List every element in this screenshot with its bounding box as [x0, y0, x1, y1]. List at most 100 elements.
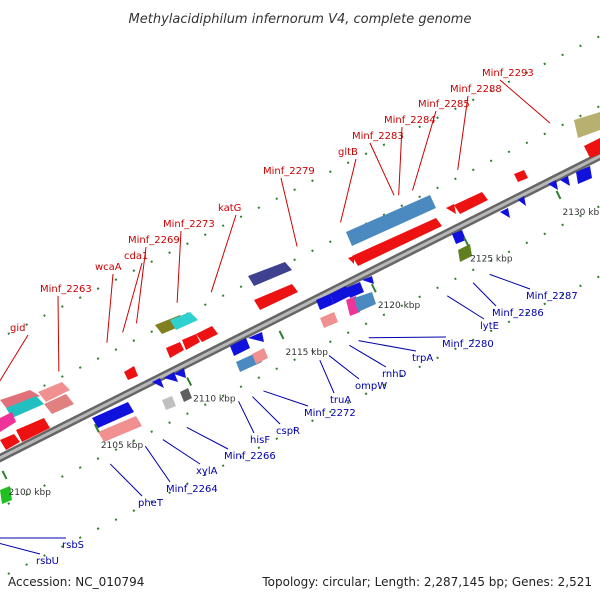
- top-gene-label: gltB: [338, 147, 358, 223]
- top-gene-label-text: wcaA: [95, 262, 122, 273]
- gene-block: [164, 372, 178, 382]
- top-gene-label-text: katG: [218, 203, 241, 214]
- bottom-gene-label-text: rnhD: [382, 369, 407, 380]
- bottom-gene-label: rsbU: [0, 542, 59, 567]
- top-gene-label-text: Minf_2273: [163, 219, 215, 230]
- scale-tick: 2110 kbp: [186, 377, 236, 405]
- gene-block: [452, 230, 466, 244]
- bottom-gene-label-text: lytE: [480, 321, 499, 332]
- top-gene-label: gid: [0, 323, 29, 382]
- top-gene-label-text: Minf_2288: [450, 84, 502, 95]
- gene-block: [354, 292, 376, 312]
- bottom-gene-label-text: pheT: [138, 498, 164, 509]
- gene-block: [0, 486, 12, 504]
- scale-ticks: 2100 kbp 2105 kbp 2110 kbp 2115 kbp 2120 kbp…: [1, 190, 600, 498]
- scale-tick: 2125 kbp: [463, 237, 513, 265]
- gene-block: [254, 284, 298, 310]
- top-gene-label: Minf_2283: [352, 131, 404, 196]
- bottom-gene-label: Minf_2272: [263, 390, 356, 419]
- top-gene-label: Minf_2284: [384, 115, 436, 196]
- gene-block: [514, 170, 528, 182]
- gene-block: [576, 166, 592, 184]
- bottom-gene-label: truA: [319, 360, 351, 406]
- scale-tick: 2105 kbp: [93, 423, 144, 451]
- bottom-gene-label: lytE: [446, 295, 499, 332]
- top-gene-label: Minf_2279: [263, 166, 315, 247]
- gene-block: [170, 312, 198, 330]
- top-gene-label-text: Minf_2284: [384, 115, 436, 126]
- bottom-gene-label: rnhD: [349, 344, 407, 380]
- bottom-gene-label: trpA: [358, 340, 433, 364]
- bottom-gene-label-text: Minf_2287: [526, 291, 578, 302]
- gene-block: [500, 208, 510, 218]
- scale-tick: 2120 kbp: [370, 283, 421, 311]
- bottom-gene-label: hisF: [238, 401, 270, 446]
- bottom-gene-label: cspR: [252, 396, 300, 437]
- top-gene-label: Minf_2263: [40, 284, 92, 372]
- gene-block: [38, 382, 70, 402]
- top-gene-label: Minf_2293: [482, 68, 551, 124]
- gene-block: [162, 396, 176, 410]
- gene-block: [16, 418, 50, 442]
- gene-block: [0, 390, 40, 410]
- gene-block: [248, 332, 264, 342]
- scale-tick-label: 2125 kbp: [470, 255, 513, 265]
- bottom-gene-label: Minf_2286: [472, 282, 544, 319]
- bottom-gene-label-text: cspR: [276, 426, 300, 437]
- gene-block: [152, 378, 164, 388]
- bottom-gene-label-text: Minf_2266: [224, 451, 276, 462]
- scale-tick: 2130 kbp: [555, 190, 600, 218]
- gene-block: [454, 192, 488, 214]
- gene-block: [446, 204, 456, 214]
- top-gene-label: wcaA: [95, 262, 122, 343]
- scale-tick: 2100 kbp: [1, 470, 52, 498]
- genome-summary: Topology: circular; Length: 2,287,145 bp…: [261, 575, 592, 589]
- gene-block: [182, 334, 200, 350]
- top-gene-label-text: gid: [10, 323, 25, 334]
- gene-block: [518, 196, 526, 206]
- top-gene-label-text: Minf_2293: [482, 68, 534, 79]
- gene-block: [316, 294, 334, 310]
- gene-block: [252, 348, 268, 364]
- top-gene-label: Minf_2285: [412, 99, 470, 191]
- bottom-gene-label: xylA: [162, 439, 218, 477]
- gene-block: [6, 396, 44, 418]
- scale-tick-label: 2100 kbp: [9, 488, 52, 498]
- top-gene-label: Minf_2269: [128, 235, 180, 324]
- scale-tick-label: 2110 kbp: [193, 395, 236, 405]
- bottom-gene-label-text: rsbS: [62, 540, 84, 551]
- top-gene-label-text: Minf_2269: [128, 235, 180, 246]
- gene-block: [548, 180, 558, 190]
- top-gene-label: katG: [210, 203, 241, 293]
- top-gene-label-text: Minf_2285: [418, 99, 470, 110]
- gene-block: [458, 244, 472, 262]
- bottom-gene-label-text: Minf_2264: [166, 484, 218, 495]
- bottom-gene-label: rsbS: [0, 537, 84, 551]
- top-gene-label: cda1: [122, 251, 148, 333]
- scale-tick-label: 2120 kbp: [378, 301, 421, 311]
- bottom-gene-label-text: rsbU: [36, 556, 59, 567]
- gene-block: [346, 282, 364, 298]
- gene-block: [346, 195, 436, 246]
- gene-block: [584, 138, 600, 158]
- bottom-gene-label-text: Minf_2272: [304, 408, 356, 419]
- gene-block: [362, 276, 374, 284]
- gene-block: [352, 218, 442, 266]
- accession-text: Accession: NC_010794: [8, 575, 144, 589]
- gene-block: [248, 262, 292, 286]
- gene-block: [92, 402, 134, 428]
- gene-block: [348, 256, 354, 264]
- top-gene-label: Minf_2273: [163, 219, 215, 303]
- gene-block: [574, 112, 600, 138]
- gene-block: [196, 326, 218, 342]
- bottom-gene-label: pheT: [109, 463, 164, 509]
- bottom-gene-label-text: trpA: [412, 353, 433, 364]
- top-gene-label-text: Minf_2263: [40, 284, 92, 295]
- top-gene-label-text: cda1: [124, 251, 148, 262]
- bottom-gene-label-text: xylA: [196, 466, 218, 477]
- gene-block: [174, 368, 186, 378]
- gene-block: [166, 342, 184, 358]
